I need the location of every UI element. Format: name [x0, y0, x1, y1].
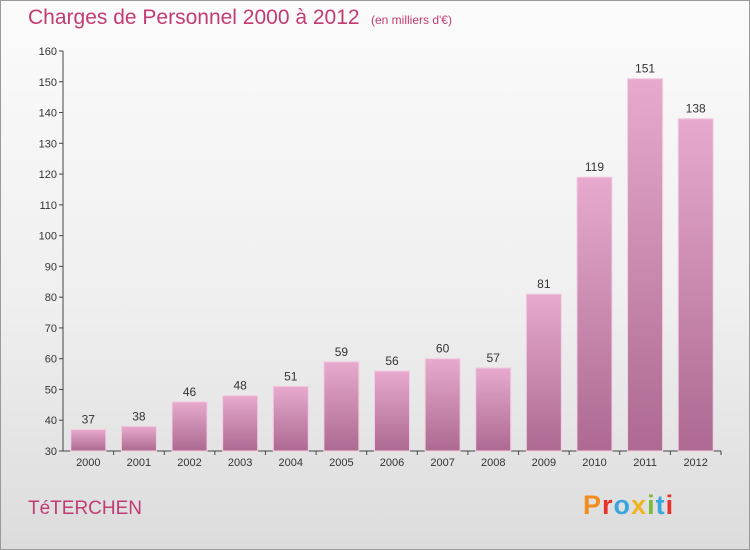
x-tick-label: 2008 [481, 457, 505, 469]
bar [171, 401, 208, 452]
logo-letter: t [655, 490, 666, 520]
chart-subtitle: (en milliers d'€) [371, 13, 452, 27]
y-tick-label: 140 [39, 108, 57, 120]
bar-value-label: 51 [284, 369, 298, 383]
bar [70, 428, 107, 452]
x-tick-label: 2012 [683, 457, 707, 469]
x-tick-label: 2009 [532, 457, 556, 469]
bar [576, 176, 613, 452]
bar-value-label: 119 [585, 160, 604, 174]
bar [323, 361, 360, 452]
bar-value-label: 38 [132, 409, 146, 423]
x-tick-label: 2002 [177, 457, 201, 469]
logo-letter: i [647, 490, 656, 520]
x-tick-label: 2004 [279, 457, 303, 469]
x-tick-label: 2011 [633, 457, 657, 469]
logo-letter: x [631, 490, 648, 520]
commune-name: TéTERCHEN [28, 498, 143, 519]
bar-value-label: 37 [82, 412, 96, 426]
bar [374, 370, 410, 452]
x-tick-label: 2010 [582, 457, 606, 469]
x-tick-label: 2007 [430, 457, 454, 469]
y-tick-label: 40 [45, 415, 57, 427]
logo-letter: P [583, 490, 603, 520]
y-tick-label: 90 [45, 261, 57, 273]
y-tick-label: 30 [45, 446, 57, 458]
bar-value-label: 151 [635, 62, 655, 76]
x-tick-label: 2006 [380, 457, 404, 469]
bar-value-label: 59 [335, 345, 349, 359]
y-tick-label: 80 [45, 292, 57, 304]
bar [424, 358, 461, 452]
bar [677, 118, 714, 452]
y-tick-label: 50 [45, 384, 57, 396]
y-tick-label: 120 [39, 169, 57, 181]
bar [475, 367, 512, 452]
logo-letter: o [613, 490, 632, 520]
bar [120, 425, 157, 452]
bar [222, 395, 259, 452]
y-tick-label: 160 [39, 46, 57, 58]
bar-value-label: 48 [233, 379, 247, 393]
bar-value-label: 81 [537, 277, 551, 291]
y-tick-label: 100 [39, 231, 57, 243]
bar-value-label: 57 [487, 351, 501, 365]
chart-bars: 37 38 46 48 51 59 56 60 57 81 119 151 138 [70, 62, 714, 452]
logo-letter: i [665, 490, 675, 520]
bar [627, 78, 664, 452]
bar-value-label: 46 [183, 385, 197, 399]
y-tick-label: 110 [39, 200, 57, 212]
y-tick-label: 150 [39, 77, 57, 89]
proxiti-logo: Proxiti [583, 490, 674, 521]
y-tick-label: 60 [45, 354, 57, 366]
x-tick-label: 2001 [127, 457, 151, 469]
bar-value-label: 60 [436, 342, 450, 356]
x-tick-label: 2000 [76, 457, 100, 469]
y-tick-label: 70 [45, 323, 57, 335]
x-tick-label: 2005 [329, 457, 353, 469]
logo-letter: r [602, 490, 614, 520]
bar-value-label: 56 [385, 354, 399, 368]
x-tick-label: 2003 [228, 457, 252, 469]
bar [525, 293, 562, 452]
y-tick-label: 130 [39, 138, 57, 150]
bar [272, 385, 309, 452]
bar-value-label: 138 [686, 102, 706, 116]
chart-title: Charges de Personnel 2000 à 2012 [28, 6, 360, 29]
